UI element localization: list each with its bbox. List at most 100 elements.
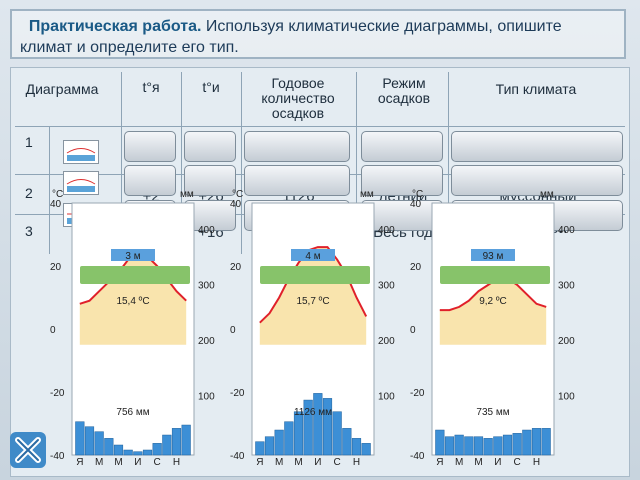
diagram-thumbnail-1[interactable]	[63, 140, 99, 164]
precip-bar	[351, 438, 362, 456]
header-t-july: t°и	[202, 79, 220, 95]
grid-line	[241, 72, 242, 254]
station-badge	[291, 249, 335, 261]
avg-temp-label: 15,4 ºC	[116, 296, 149, 307]
precip-bar	[502, 434, 513, 456]
precip-bar	[104, 438, 114, 456]
month-label: И	[134, 457, 141, 465]
precip-bar	[293, 411, 304, 456]
reveal-cell-r1-tjan[interactable]	[124, 131, 176, 162]
precip-bar	[75, 421, 85, 456]
month-label: Н	[173, 457, 180, 465]
task-title-text: Используя климатические диаграммы, опиши…	[20, 18, 562, 56]
precip-tick-label: 200	[198, 336, 215, 347]
reveal-cell-r2-type[interactable]	[451, 165, 623, 196]
grid-line	[121, 72, 122, 254]
precip-bar	[284, 421, 294, 456]
month-label: М	[95, 457, 103, 465]
precip-bar	[113, 444, 124, 456]
header-climate-type: Тип климата	[495, 81, 577, 97]
avg-temp-label: 9,2 ºC	[479, 296, 507, 307]
reveal-cell-r1-annual[interactable]	[244, 131, 350, 162]
temp-tick-label: -40	[410, 451, 425, 462]
precip-tick-label: 300	[198, 281, 215, 292]
temp-tick-label: 20	[50, 262, 62, 273]
month-label: И	[494, 457, 501, 465]
precip-bar	[512, 433, 522, 456]
annual-total-label: 756 мм	[116, 407, 149, 418]
grid-line	[181, 72, 182, 254]
precip-bar	[84, 426, 95, 456]
precip-bar	[303, 399, 313, 456]
chart-thumbnail-icon	[66, 148, 96, 161]
precip-tick-label: 100	[378, 392, 395, 403]
precip-bar	[473, 436, 484, 456]
precip-tick-label: 100	[558, 392, 575, 403]
temp-tick-label: 40	[230, 199, 242, 210]
precip-bar	[274, 429, 284, 456]
precip-unit-label: мм	[360, 189, 374, 200]
chart-thumbnail-icon	[66, 179, 96, 192]
precip-bar	[531, 428, 542, 456]
station-height-label: 3 м	[125, 251, 140, 262]
station-badge	[471, 249, 515, 261]
chart1-answer-bar[interactable]	[80, 266, 190, 284]
precip-bar	[361, 443, 371, 456]
chart3-answer-bar[interactable]	[440, 266, 550, 284]
precip-tick-label: 400	[198, 225, 215, 236]
precip-tick-label: 200	[558, 336, 575, 347]
precip-tick-label: 400	[558, 225, 575, 236]
cross-arrows-icon[interactable]	[10, 432, 46, 468]
temp-unit-label: °C	[232, 189, 243, 200]
precip-bar	[94, 431, 104, 456]
precip-bar	[181, 424, 191, 456]
month-label: Н	[533, 457, 540, 465]
reveal-cell-r3-regime[interactable]	[361, 200, 443, 231]
precip-bar	[264, 436, 275, 456]
grid-line	[356, 72, 357, 254]
reveal-cell-r1-regime[interactable]	[361, 131, 443, 162]
task-title: Практическая работа. Используя климатиче…	[10, 9, 626, 59]
temp-tick-label: 40	[410, 199, 422, 210]
month-label: И	[314, 457, 321, 465]
precip-unit-label: мм	[180, 189, 194, 200]
row-number-1: 1	[25, 134, 33, 150]
temp-tick-label: 20	[410, 262, 422, 273]
precip-unit-label: мм	[540, 189, 554, 200]
temp-tick-label: 0	[230, 325, 236, 336]
month-label: С	[334, 457, 341, 465]
precip-bar	[541, 428, 551, 456]
reveal-cell-r2-tjul[interactable]	[184, 165, 236, 196]
precip-bar	[255, 441, 265, 456]
annual-total-label: 1126 мм	[294, 407, 332, 418]
temp-tick-label: 20	[230, 262, 242, 273]
precip-tick-label: 200	[378, 336, 395, 347]
header-diagram: Диаграмма	[25, 81, 99, 97]
diagram-thumbnail-2[interactable]	[63, 171, 99, 195]
precip-bar	[454, 434, 464, 456]
precip-bar	[483, 438, 493, 456]
reveal-cell-r2-annual[interactable]	[244, 165, 350, 196]
month-label: Я	[256, 457, 263, 465]
precip-bar	[171, 428, 182, 456]
reveal-cell-r1-type[interactable]	[451, 131, 623, 162]
month-label: Я	[436, 457, 443, 465]
precip-bar	[444, 436, 455, 456]
reveal-cell-r1-tjul[interactable]	[184, 131, 236, 162]
precip-bar	[313, 393, 323, 456]
precip-bar	[162, 434, 172, 456]
station-height-label: 4 м	[305, 251, 320, 262]
month-label: М	[455, 457, 463, 465]
annual-total-label: 735 мм	[476, 407, 509, 418]
precip-tick-label: 300	[378, 281, 395, 292]
grid-line	[448, 72, 449, 254]
chart2-answer-bar[interactable]	[260, 266, 370, 284]
temp-tick-label: 40	[50, 199, 62, 210]
reveal-cell-r2-regime[interactable]	[361, 165, 443, 196]
month-label: М	[114, 457, 122, 465]
precip-bar	[152, 443, 162, 456]
reveal-cell-r2-tjan[interactable]	[124, 165, 176, 196]
precip-bar	[522, 429, 532, 456]
